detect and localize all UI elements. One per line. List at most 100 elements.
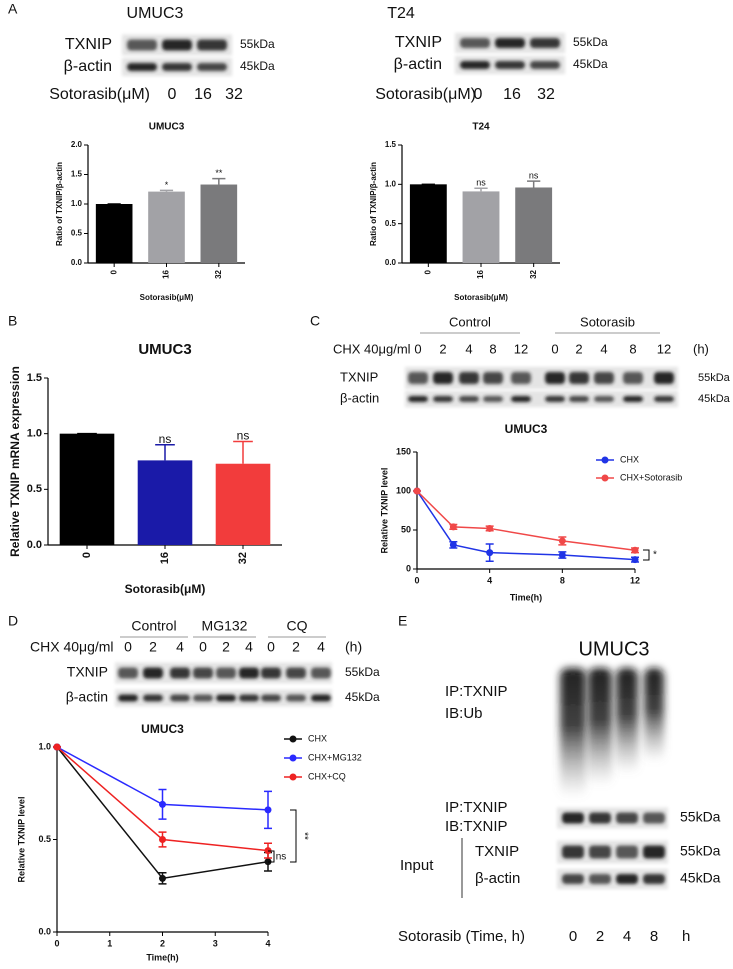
unit: (h) [345,639,362,655]
blot-band [118,694,138,702]
blot-band [511,396,531,402]
bar [95,204,133,263]
x-tick-label: 4 [487,575,492,585]
blot-band [170,694,190,702]
blot-band [127,63,157,71]
blot-band [511,372,531,384]
chart-title: UMUC3 [505,422,548,436]
significance: ns [237,429,250,443]
blot-band [643,812,665,824]
y-tick-label: 0.0 [27,539,42,551]
blot-band [643,845,665,859]
row-label: IB:TXNIP [445,818,508,835]
bar [462,191,500,263]
point [53,743,61,751]
ub-smear [560,668,586,798]
lane: 4 [317,639,325,655]
y-tick-label: 50 [401,524,411,534]
lane-label: Sotorasib(μM) [375,86,476,103]
legend-label: CHX+MG132 [308,752,362,762]
blot-band [460,61,490,69]
error-bar [155,444,175,461]
significance: ns [159,432,172,446]
blot-band [433,396,453,402]
lane: 4 [176,639,184,655]
y-tick-label: 1.0 [27,428,42,440]
group-label: Control [449,314,491,329]
x-tick-label: 32 [214,269,223,278]
blot-band [286,694,306,702]
point [449,523,457,531]
x-tick-label: 16 [162,269,171,278]
lane: 4 [600,341,607,356]
y-tick-label: 1.5 [71,170,83,179]
x-tick-label: 32 [237,552,249,564]
blot-band [616,812,638,824]
lane-label: CHX 40μg/ml [333,341,411,356]
lane: 0 [474,86,483,103]
x-axis-label: Sotorasib(μM) [140,293,194,302]
unit: h [682,928,690,945]
point [264,806,272,814]
lane: 0 [569,928,577,945]
panel-label: C [310,313,320,329]
bar [215,463,271,545]
y-tick-label: 150 [396,446,411,456]
size-label: 45kDa [345,690,380,704]
lane: 4 [623,928,631,945]
blot-title: T24 [387,5,415,22]
x-tick-label: 32 [529,269,538,278]
y-tick-label: 2.0 [71,140,83,149]
row-label: IP:TXNIP [445,683,508,700]
blot-band [460,38,490,48]
group-label: Input [400,857,434,874]
blot-band [495,38,525,48]
lane: 8 [629,341,636,356]
blot-band [216,694,236,702]
lane: 8 [650,928,658,945]
blot-band [197,63,227,71]
x-tick-label: 4 [265,938,270,948]
row-label: TXNIP [340,369,378,384]
lane: 2 [222,639,230,655]
blot-band [589,812,611,824]
y-tick-label: 100 [396,485,411,495]
blot-band [162,63,192,71]
chart-title: UMUC3 [141,722,184,736]
chart-title: UMUC3 [138,341,191,358]
x-tick-label: 0 [109,269,118,274]
blot-band [545,396,565,402]
error-bar [474,187,488,192]
unit: (h) [693,341,709,356]
point [413,487,421,495]
panel-label: E [398,613,407,629]
row-label: TXNIP [395,34,442,51]
bar [59,433,115,545]
significance: ns [476,178,486,188]
blot-band [623,372,643,384]
legend-label: CHX [308,733,327,743]
blot-band [654,396,674,402]
point [159,874,166,882]
blot-strip [557,807,668,829]
ub-smear [588,668,612,786]
x-tick-label: 8 [560,575,565,585]
legend-marker [601,456,609,464]
lane-label: CHX 40μg/ml [30,639,114,655]
blot-band [643,874,665,884]
size-label: 55kDa [680,809,721,825]
ub-smear [616,668,638,774]
blot-band [261,694,281,702]
lane: 2 [575,341,582,356]
blot-strip [557,869,668,889]
legend-marker [601,474,609,482]
chart-title: T24 [472,122,490,133]
x-tick-label: 1 [107,938,112,948]
lane: 16 [194,86,212,103]
lane: 12 [514,341,528,356]
row-label: β-actin [475,870,520,887]
significance: * [653,550,657,561]
ub-smear [644,668,664,762]
legend-label: CHX [620,454,639,464]
